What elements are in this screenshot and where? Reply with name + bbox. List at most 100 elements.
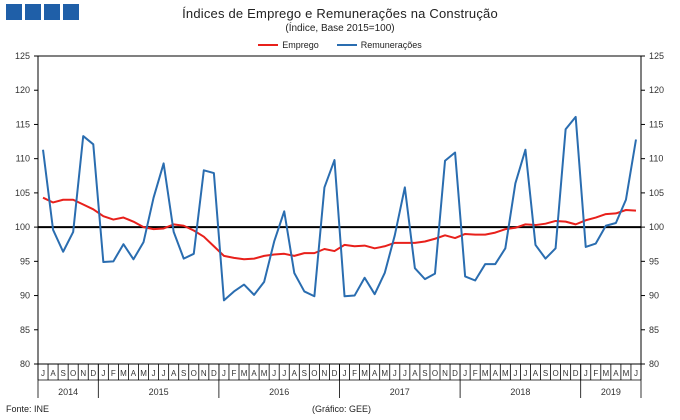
x-tick-label-month: O	[311, 369, 317, 378]
x-tick-label-month: M	[361, 369, 368, 378]
x-tick-label-month: N	[442, 369, 448, 378]
y-tick-label-left: 80	[20, 359, 30, 369]
x-tick-label-month: A	[613, 369, 619, 378]
x-tick-label-month: A	[50, 369, 56, 378]
x-tick-label-month: D	[452, 369, 458, 378]
x-tick-label-month: O	[191, 369, 197, 378]
y-tick-label-left: 115	[16, 119, 30, 129]
x-tick-label-month: J	[101, 369, 105, 378]
x-tick-label-month: A	[493, 369, 499, 378]
legend: Emprego Remunerações	[0, 40, 680, 50]
x-tick-label-month: O	[70, 369, 76, 378]
logo-square	[44, 4, 60, 20]
y-tick-label-left: 95	[20, 256, 30, 266]
x-tick-label-month: F	[473, 369, 478, 378]
x-tick-label-month: D	[573, 369, 579, 378]
legend-item-emprego: Emprego	[258, 40, 319, 50]
x-tick-label-month: M	[482, 369, 489, 378]
x-tick-label-month: M	[602, 369, 609, 378]
x-tick-label-month: F	[352, 369, 357, 378]
x-year-label: 2014	[58, 387, 78, 397]
x-tick-label-month: J	[162, 369, 166, 378]
x-tick-label-month: S	[302, 369, 307, 378]
x-tick-label-month: J	[152, 369, 156, 378]
legend-item-remuneracoes: Remunerações	[336, 40, 422, 50]
series-line-remuneracoes	[42, 115, 637, 302]
y-tick-label-left: 100	[15, 222, 30, 232]
y-tick-label-left: 85	[20, 325, 30, 335]
y-tick-label-right: 120	[649, 85, 664, 95]
x-tick-label-month: A	[171, 369, 177, 378]
x-tick-label-month: A	[372, 369, 378, 378]
x-tick-label-month: S	[181, 369, 186, 378]
x-tick-label-month: N	[563, 369, 569, 378]
y-tick-label-left: 125	[15, 51, 30, 61]
x-tick-label-month: D	[332, 369, 338, 378]
x-tick-label-month: F	[232, 369, 237, 378]
x-year-label: 2019	[601, 387, 621, 397]
plot-frame	[37, 55, 642, 365]
x-tick-label-month: D	[90, 369, 96, 378]
x-tick-label-month: J	[282, 369, 286, 378]
x-tick-label-month: N	[322, 369, 328, 378]
y-tick-label-right: 90	[649, 291, 659, 301]
x-tick-label-month: J	[393, 369, 397, 378]
y-tick-label-left: 110	[16, 154, 30, 164]
x-tick-label-month: A	[412, 369, 418, 378]
chart-title: Índices de Emprego e Remunerações na Con…	[182, 6, 498, 21]
x-tick-label-month: S	[422, 369, 427, 378]
x-tick-label-month: J	[463, 369, 467, 378]
x-tick-label-month: A	[533, 369, 539, 378]
x-tick-label-month: O	[432, 369, 438, 378]
x-tick-label-month: J	[523, 369, 527, 378]
legend-swatch-emprego	[258, 44, 279, 46]
x-tick-label-month: A	[251, 369, 257, 378]
logo-square	[25, 4, 41, 20]
x-tick-label-month: M	[261, 369, 268, 378]
x-year-label: 2016	[269, 387, 289, 397]
y-tick-label-left: 105	[15, 188, 30, 198]
y-tick-label-left: 90	[20, 291, 30, 301]
x-tick-label-month: F	[111, 369, 116, 378]
y-tick-label-right: 115	[649, 119, 663, 129]
x-year-label: 2015	[149, 387, 169, 397]
x-tick-label-month: M	[140, 369, 147, 378]
x-tick-label-month: S	[60, 369, 65, 378]
x-tick-label-month: M	[623, 369, 630, 378]
x-tick-label-month: J	[403, 369, 407, 378]
legend-label-remuneracoes: Remunerações	[360, 40, 422, 50]
x-tick-label-month: A	[131, 369, 137, 378]
credit-note: (Gráfico: GEE)	[312, 404, 372, 414]
x-tick-label-month: J	[343, 369, 347, 378]
series-line-emprego	[42, 196, 637, 261]
x-tick-label-month: N	[201, 369, 207, 378]
x-tick-label-month: J	[272, 369, 276, 378]
x-year-label: 2018	[510, 387, 530, 397]
x-tick-label-month: J	[634, 369, 638, 378]
source-note: Fonte: INE	[6, 404, 50, 414]
x-tick-label-month: M	[241, 369, 248, 378]
x-tick-label-month: M	[120, 369, 127, 378]
legend-swatch-remuneracoes	[336, 44, 357, 46]
y-tick-label-right: 105	[649, 188, 664, 198]
x-tick-label-month: J	[222, 369, 226, 378]
x-tick-label-month: J	[41, 369, 45, 378]
y-tick-label-right: 100	[649, 222, 664, 232]
y-tick-label-right: 110	[649, 154, 663, 164]
logo-square	[6, 4, 22, 20]
x-tick-label-month: M	[502, 369, 509, 378]
logo-square	[63, 4, 79, 20]
y-tick-label-right: 85	[649, 325, 659, 335]
x-tick-label-month: S	[543, 369, 548, 378]
x-tick-label-month: D	[211, 369, 217, 378]
x-tick-label-month: J	[584, 369, 588, 378]
x-tick-label-month: J	[513, 369, 517, 378]
chart-subtitle: (Índice, Base 2015=100)	[285, 23, 395, 34]
legend-label-emprego: Emprego	[282, 40, 319, 50]
x-tick-label-month: M	[381, 369, 388, 378]
y-tick-label-right: 95	[649, 256, 659, 266]
y-tick-label-right: 125	[649, 51, 664, 61]
y-tick-label-left: 120	[15, 85, 30, 95]
x-tick-label-month: N	[80, 369, 86, 378]
